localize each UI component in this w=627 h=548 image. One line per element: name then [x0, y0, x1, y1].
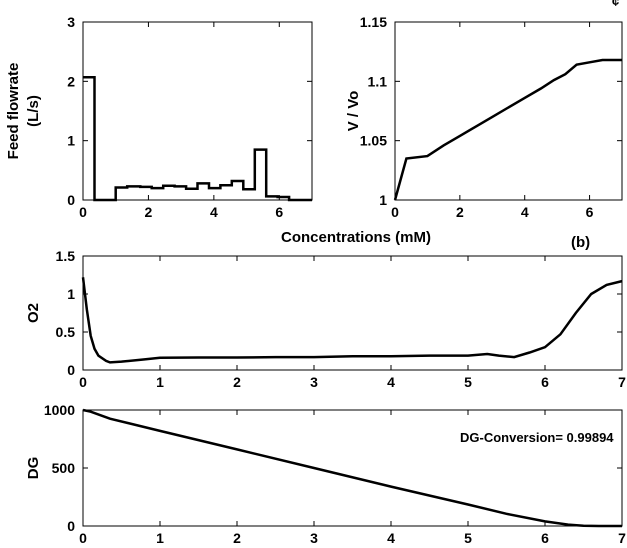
dg-y-tick-label: 500: [52, 460, 76, 476]
dg-x-tick-label: 4: [387, 530, 395, 546]
vol-x-tick-label: 2: [456, 204, 464, 220]
dg-x-tick-label: 6: [541, 530, 549, 546]
dg-x-tick-label: 0: [79, 530, 87, 546]
shared-x-axis-label: Concentrations (mM): [281, 229, 431, 246]
o2-x-tick-label: 1: [156, 374, 164, 390]
feed-y-tick-label: 0: [67, 192, 75, 208]
o2-x-tick-label: 6: [541, 374, 549, 390]
dg-y-axis-label: DG: [25, 457, 42, 480]
dg-axes-box: [82, 409, 623, 527]
vol-axes-box: [394, 21, 623, 201]
feed-x-tick-label: 0: [79, 204, 87, 220]
dg-chart: 0 1 2 3 4 5 6 7 0 500 1000 DG DG-Conversion= 0.99894: [25, 402, 626, 546]
dg-x-tick-label: 5: [464, 530, 472, 546]
dg-x-tick-label: 2: [233, 530, 241, 546]
top-cropped-glyph: ¢: [612, 0, 619, 9]
dg-y-tick-label: 0: [67, 518, 75, 534]
o2-x-tick-label: 0: [79, 374, 87, 390]
o2-x-tick-label: 2: [233, 374, 241, 390]
dg-y-tick-label: 1000: [44, 402, 75, 418]
vol-x-tick-label: 4: [521, 204, 529, 220]
volume-ratio-chart: 0 2 4 6 1 1.05 1.1 1.15 V / Vo (b): [345, 14, 623, 251]
o2-x-tick-label: 5: [464, 374, 472, 390]
feed-axes-box: [82, 21, 313, 201]
feed-y-axis-label-line: Feed flowrate: [5, 63, 22, 160]
vol-y-tick-label: 1: [379, 192, 387, 208]
o2-y-tick-label: 1.5: [56, 248, 76, 264]
vol-series-line: [393, 58, 622, 201]
feed-x-tick-label: 6: [275, 204, 283, 220]
dg-x-tick-label: 1: [156, 530, 164, 546]
feed-y-tick-label: 3: [67, 14, 75, 30]
feed-y-tick-label: 1: [67, 133, 75, 149]
o2-x-tick-label: 3: [310, 374, 318, 390]
vol-y-tick-label: 1.05: [360, 133, 387, 149]
o2-series-line: [81, 277, 623, 364]
feed-x-tick-label: 4: [210, 204, 218, 220]
o2-y-tick-label: 0: [67, 362, 75, 378]
o2-axes-box: [82, 255, 623, 371]
vol-x-tick-label: 0: [391, 204, 399, 220]
feed-y-axis-label: Feed flowrate (L/s): [5, 63, 42, 160]
o2-y-tick-label: 1: [67, 286, 75, 302]
vol-annotation: (b): [571, 234, 590, 251]
feed-series-line: [83, 75, 312, 202]
vol-y-tick-label: 1.15: [360, 14, 387, 30]
vol-x-tick-label: 6: [586, 204, 594, 220]
feed-flowrate-chart: 0 2 4 6 0 1 2 3 Feed flowrate (L/s): [5, 14, 313, 220]
feed-y-tick-label: 2: [67, 73, 75, 89]
vol-y-axis-label: V / Vo: [345, 91, 362, 132]
o2-x-tick-label: 4: [387, 374, 395, 390]
feed-y-axis-label-line: (L/s): [25, 95, 42, 127]
dg-x-tick-label: 7: [618, 530, 626, 546]
o2-chart: 0 1 2 3 4 5 6 7 0 0.5 1 1.5 O2: [25, 248, 626, 390]
o2-y-tick-label: 0.5: [56, 324, 76, 340]
dg-x-tick-label: 3: [310, 530, 318, 546]
feed-x-tick-label: 2: [145, 204, 153, 220]
dg-annotation: DG-Conversion= 0.99894: [460, 430, 614, 445]
o2-x-tick-label: 7: [618, 374, 626, 390]
vol-y-tick-label: 1.1: [368, 73, 388, 89]
o2-y-axis-label: O2: [25, 303, 42, 323]
dg-series-line: [82, 408, 622, 528]
